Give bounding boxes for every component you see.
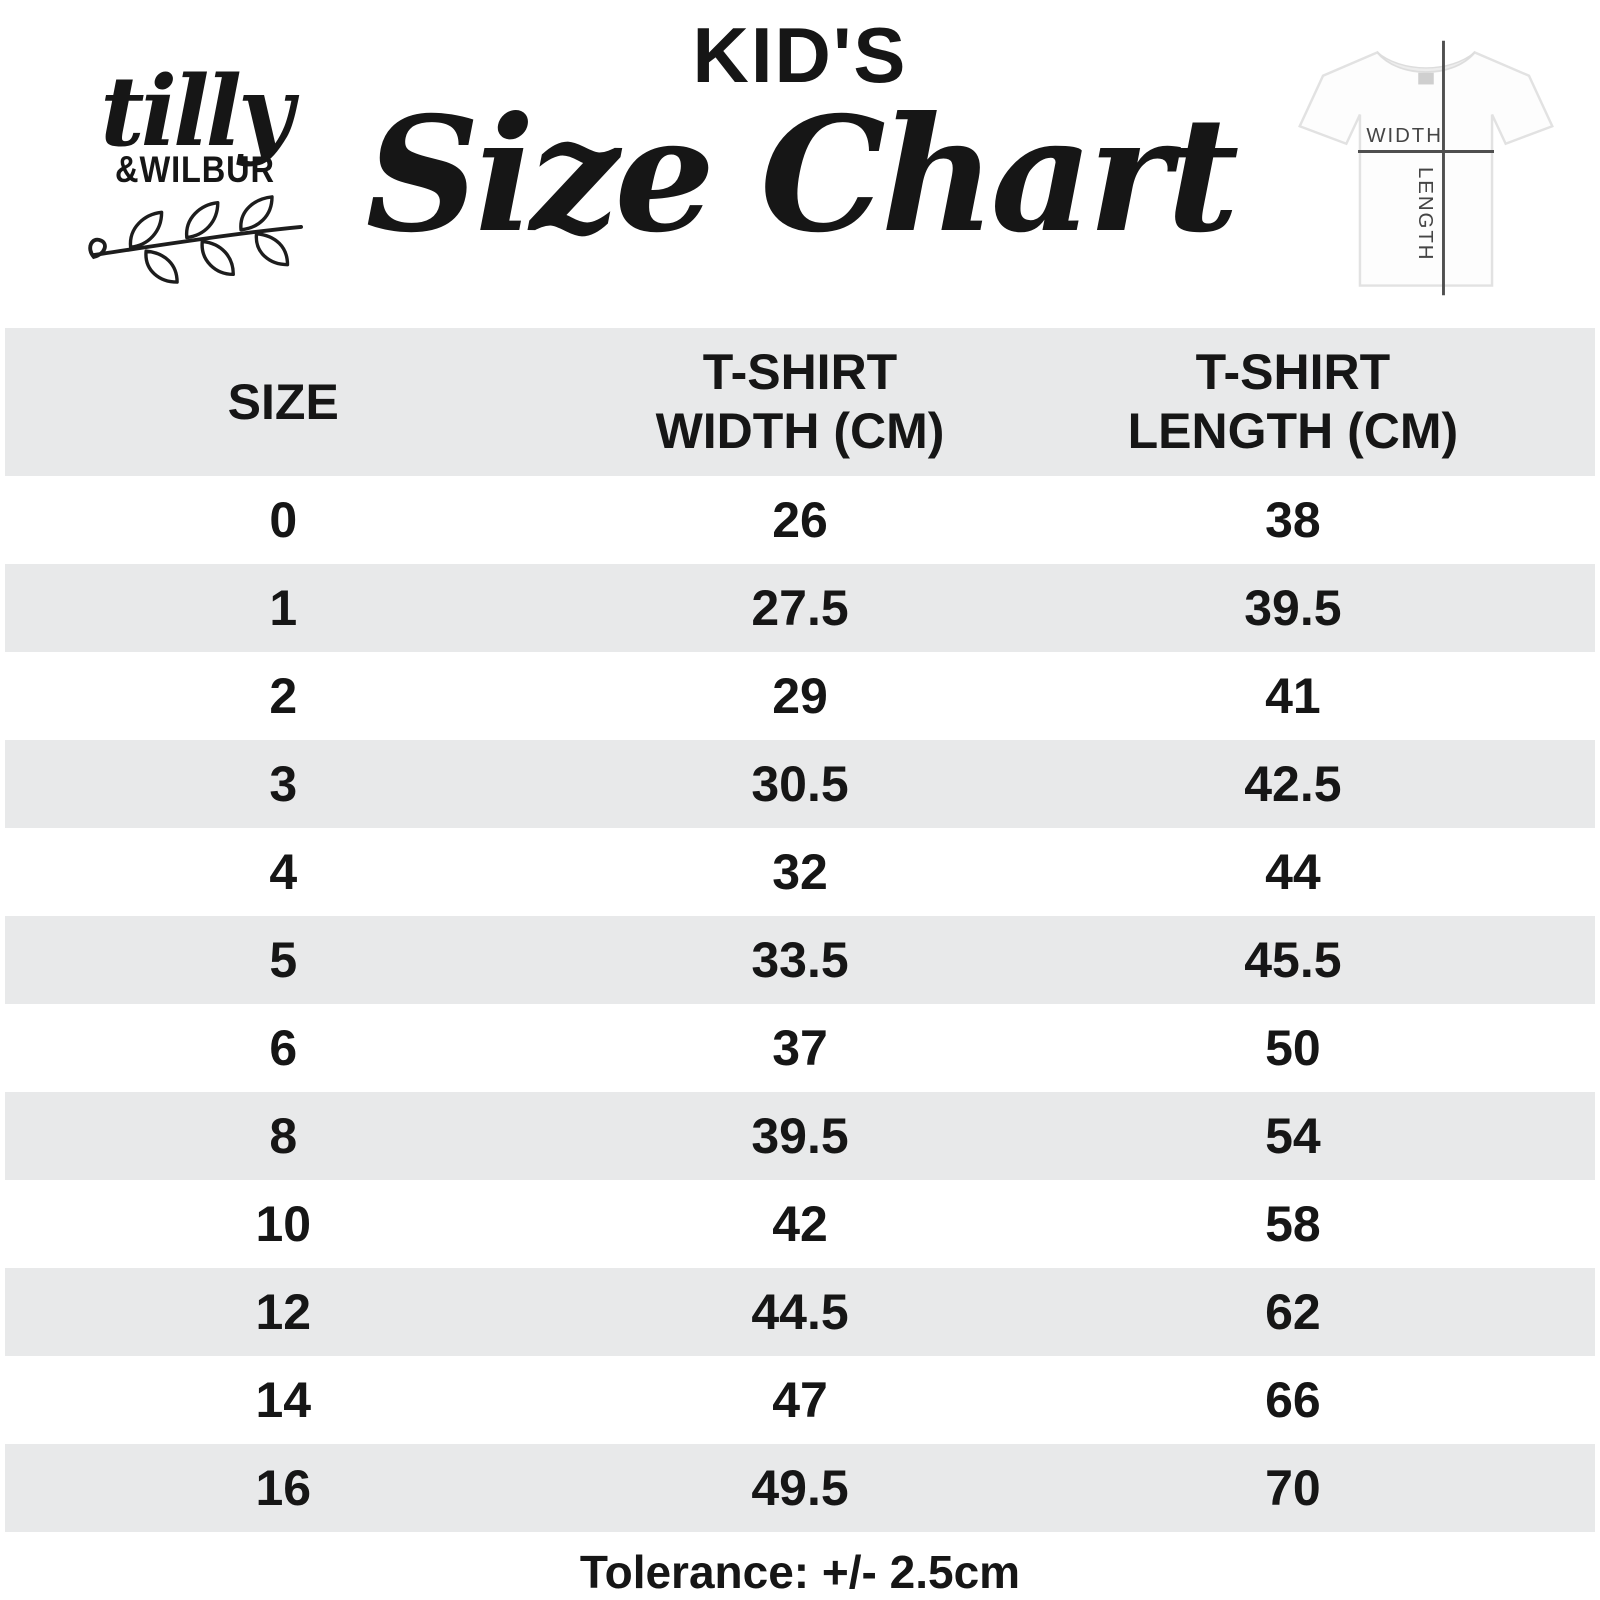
laurel-branch-icon <box>70 193 320 290</box>
table-row: 2 29 41 <box>5 652 1595 740</box>
cell-length: 58 <box>1265 1196 1321 1252</box>
table-row: 0 26 38 <box>5 476 1595 564</box>
cell-width: 37 <box>772 1020 828 1076</box>
cell-size: 8 <box>269 1108 298 1164</box>
cell-size: 4 <box>269 844 298 900</box>
size-table: SIZE T-SHIRT WIDTH (CM) T-SHIRT LENGTH (… <box>5 328 1595 1532</box>
table-row: 8 39.5 54 <box>5 1092 1595 1180</box>
brand-logo: tilly &WILBUR <box>70 55 320 290</box>
cell-size: 0 <box>269 492 298 548</box>
brand-name-caps: &WILBUR <box>115 149 275 191</box>
cell-width: 32 <box>772 844 828 900</box>
cell-width: 42 <box>772 1196 828 1252</box>
cell-length: 54 <box>1265 1108 1321 1164</box>
cell-size: 2 <box>269 668 298 724</box>
cell-width: 39.5 <box>751 1108 849 1164</box>
table-row: 5 33.5 45.5 <box>5 916 1595 1004</box>
cell-width: 47 <box>772 1372 828 1428</box>
cell-width: 27.5 <box>751 580 849 636</box>
cell-width: 30.5 <box>751 756 849 812</box>
cell-size: 10 <box>255 1196 312 1252</box>
cell-size: 12 <box>255 1284 312 1340</box>
cell-length: 45.5 <box>1244 932 1342 988</box>
table-row: 1 27.5 39.5 <box>5 564 1595 652</box>
cell-length: 42.5 <box>1244 756 1342 812</box>
length-axis-label: LENGTH <box>1414 167 1436 261</box>
cell-width: 29 <box>772 668 828 724</box>
page-title: Size Chart <box>365 83 1240 268</box>
width-axis-label: WIDTH <box>1366 125 1443 147</box>
cell-length: 66 <box>1265 1372 1321 1428</box>
column-header-length: T-SHIRT LENGTH (CM) <box>1127 344 1459 459</box>
table-row: 14 47 66 <box>5 1356 1595 1444</box>
cell-length: 39.5 <box>1244 580 1342 636</box>
cell-size: 1 <box>269 580 298 636</box>
cell-length: 70 <box>1265 1460 1321 1516</box>
column-header-size: SIZE <box>227 373 339 430</box>
cell-length: 62 <box>1265 1284 1321 1340</box>
tshirt-diagram: WIDTH LENGTH <box>1290 36 1562 300</box>
cell-size: 14 <box>255 1372 312 1428</box>
title-block: KID'S Size Chart <box>0 0 1600 256</box>
cell-size: 6 <box>269 1020 298 1076</box>
page-header: tilly &WILBUR KID'S Size Chart <box>0 0 1600 328</box>
table-header-row: SIZE T-SHIRT WIDTH (CM) T-SHIRT LENGTH (… <box>5 328 1595 476</box>
tolerance-note: Tolerance: +/- 2.5cm <box>579 1546 1021 1598</box>
cell-length: 44 <box>1265 844 1321 900</box>
cell-length: 41 <box>1265 668 1321 724</box>
cell-size: 16 <box>255 1460 312 1516</box>
table-row: 16 49.5 70 <box>5 1444 1595 1532</box>
cell-length: 38 <box>1265 492 1321 548</box>
page-title-kicker: KID'S <box>692 11 908 99</box>
table-row: 10 42 58 <box>5 1180 1595 1268</box>
table-row: 12 44.5 62 <box>5 1268 1595 1356</box>
cell-size: 3 <box>269 756 298 812</box>
column-header-width: T-SHIRT WIDTH (CM) <box>655 344 945 459</box>
cell-size: 5 <box>269 932 298 988</box>
brand-name-script: tilly <box>100 55 294 168</box>
cell-width: 26 <box>772 492 828 548</box>
cell-length: 50 <box>1265 1020 1321 1076</box>
cell-width: 44.5 <box>751 1284 849 1340</box>
cell-width: 49.5 <box>751 1460 849 1516</box>
table-row: 6 37 50 <box>5 1004 1595 1092</box>
cell-width: 33.5 <box>751 932 849 988</box>
table-row: 4 32 44 <box>5 828 1595 916</box>
table-row: 3 30.5 42.5 <box>5 740 1595 828</box>
